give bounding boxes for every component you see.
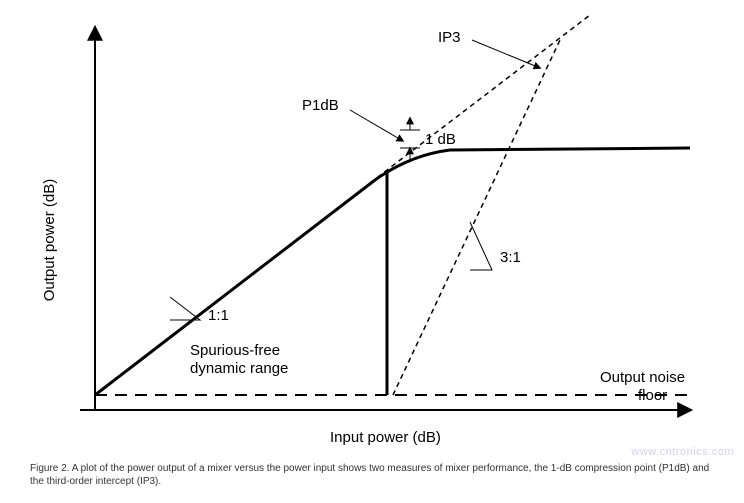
ip3-arrow: [472, 40, 540, 68]
y-axis-label: Output power (dB): [41, 179, 58, 302]
slope-1-1-triangle: [170, 297, 200, 320]
watermark: www.cntronics.com: [631, 446, 734, 458]
sfdr-label-1: Spurious-free: [190, 342, 280, 359]
p1db-label: P1dB: [302, 97, 339, 114]
third-order-line: [393, 40, 560, 395]
slope-3-1-label: 3:1: [500, 249, 521, 266]
ip3-label: IP3: [438, 29, 461, 46]
p1db-arrow: [350, 110, 403, 141]
slope-3-1-triangle: [470, 222, 492, 270]
noise-floor-label-1: Output noise: [600, 369, 685, 386]
fundamental-curve: [95, 148, 690, 395]
x-axis-label: Input power (dB): [330, 429, 441, 446]
gap-1db-label: 1 dB: [425, 131, 456, 148]
mixer-performance-diagram: 1:1 3:1 P1dB 1 dB IP3 Spurious-free dyna…: [30, 10, 714, 450]
sfdr-label-2: dynamic range: [190, 360, 288, 377]
figure-caption: Figure 2. A plot of the power output of …: [30, 463, 714, 488]
noise-floor-label-2: floor: [638, 387, 667, 404]
chart-container: 1:1 3:1 P1dB 1 dB IP3 Spurious-free dyna…: [30, 10, 714, 450]
fundamental-extension: [370, 15, 590, 183]
slope-1-1-label: 1:1: [208, 307, 229, 324]
